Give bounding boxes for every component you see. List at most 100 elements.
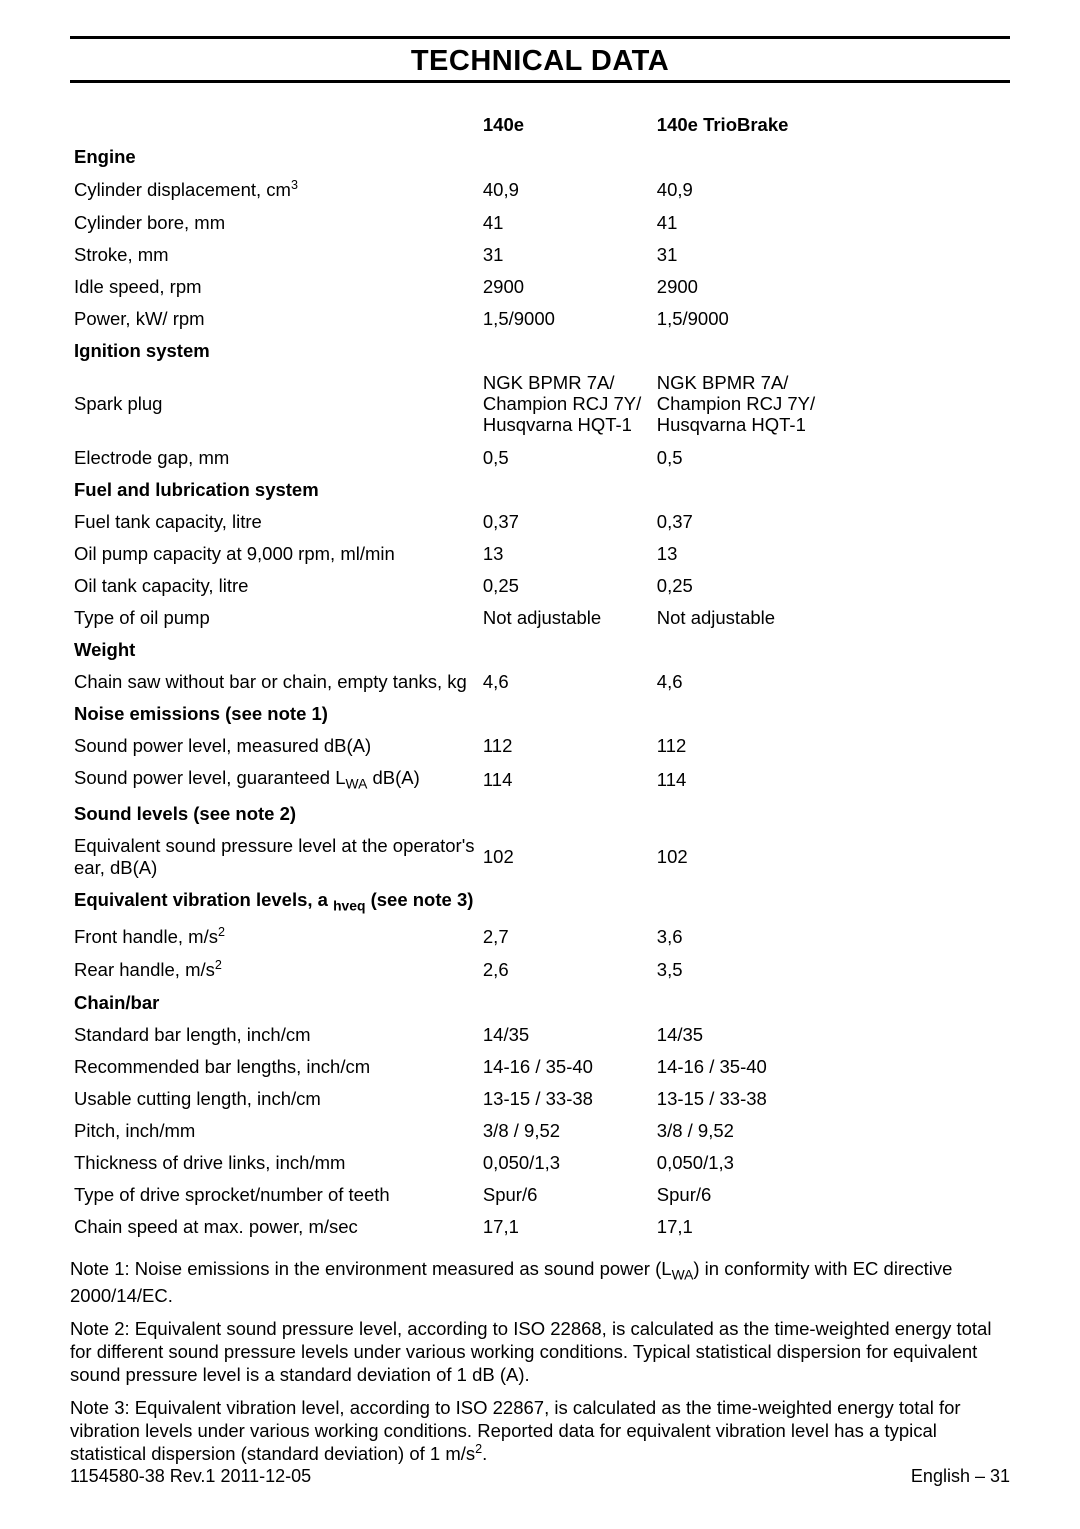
rule-under (70, 80, 1010, 83)
row-v1: 102 (479, 830, 653, 883)
row-label: Cylinder displacement, cm3 (70, 173, 479, 206)
row-v2: Not adjustable (653, 601, 1010, 633)
table-row: Cylinder bore, mm4141 (70, 206, 1010, 238)
section-heading-engine: Engine (70, 141, 479, 173)
row-v1: 2,6 (479, 953, 653, 986)
note-3: Note 3: Equivalent vibration level, acco… (70, 1396, 1010, 1466)
row-v2: 41 (653, 206, 1010, 238)
row-label: Sound power level, measured dB(A) (70, 730, 479, 762)
row-v1: 0,050/1,3 (479, 1146, 653, 1178)
table-row: Cylinder displacement, cm3 40,9 40,9 (70, 173, 1010, 206)
spec-table: 140e 140e TrioBrake Engine Cylinder disp… (70, 109, 1010, 1243)
row-v2: 0,050/1,3 (653, 1146, 1010, 1178)
row-label: Standard bar length, inch/cm (70, 1018, 479, 1050)
row-v2: 0,37 (653, 505, 1010, 537)
table-row: Chain speed at max. power, m/sec17,117,1 (70, 1211, 1010, 1243)
row-v2: 112 (653, 730, 1010, 762)
row-v2: 3/8 / 9,52 (653, 1114, 1010, 1146)
row-label: Idle speed, rpm (70, 270, 479, 302)
row-label: Chain speed at max. power, m/sec (70, 1211, 479, 1243)
row-v1: 3/8 / 9,52 (479, 1114, 653, 1146)
row-label: Rear handle, m/s2 (70, 953, 479, 986)
footer-right: English – 31 (911, 1466, 1010, 1487)
section-heading-vibration: Equivalent vibration levels, a hveq (see… (70, 883, 479, 919)
row-v1: 114 (479, 762, 653, 798)
row-v1: 40,9 (479, 173, 653, 206)
row-label: Spark plug (70, 367, 479, 442)
row-v1: 4,6 (479, 665, 653, 697)
row-label: Front handle, m/s2 (70, 920, 479, 953)
column-header-2: 140e TrioBrake (653, 109, 1010, 141)
row-v2: 14-16 / 35-40 (653, 1050, 1010, 1082)
table-row: Idle speed, rpm29002900 (70, 270, 1010, 302)
table-row: Equivalent vibration levels, a hveq (see… (70, 883, 1010, 919)
row-label: Equivalent sound pressure level at the o… (70, 830, 479, 883)
row-v1: 0,25 (479, 569, 653, 601)
row-v1: 17,1 (479, 1211, 653, 1243)
table-row: Type of drive sprocket/number of teethSp… (70, 1178, 1010, 1210)
table-row: Fuel tank capacity, litre0,370,37 (70, 505, 1010, 537)
table-row: Front handle, m/s2 2,7 3,6 (70, 920, 1010, 953)
row-v1: 112 (479, 730, 653, 762)
table-row: Oil tank capacity, litre0,250,25 (70, 569, 1010, 601)
table-row: Electrode gap, mm0,50,5 (70, 441, 1010, 473)
row-label: Pitch, inch/mm (70, 1114, 479, 1146)
table-row: Sound power level, measured dB(A)112112 (70, 730, 1010, 762)
section-heading-weight: Weight (70, 633, 479, 665)
section-heading-chainbar: Chain/bar (70, 986, 479, 1018)
row-label: Thickness of drive links, inch/mm (70, 1146, 479, 1178)
row-label: Power, kW/ rpm (70, 302, 479, 334)
table-row: 140e 140e TrioBrake (70, 109, 1010, 141)
row-v1: 13-15 / 33-38 (479, 1082, 653, 1114)
row-v2: 0,25 (653, 569, 1010, 601)
row-label: Cylinder bore, mm (70, 206, 479, 238)
row-label: Type of oil pump (70, 601, 479, 633)
table-row: Equivalent sound pressure level at the o… (70, 830, 1010, 883)
table-row: Fuel and lubrication system (70, 473, 1010, 505)
row-v1: 0,37 (479, 505, 653, 537)
row-v2: 3,5 (653, 953, 1010, 986)
row-v2: 17,1 (653, 1211, 1010, 1243)
page-footer: 1154580-38 Rev.1 2011-12-05 English – 31 (70, 1466, 1010, 1487)
row-v2: 31 (653, 238, 1010, 270)
row-v2: 0,5 (653, 441, 1010, 473)
table-row: Engine (70, 141, 1010, 173)
row-label: Oil pump capacity at 9,000 rpm, ml/min (70, 537, 479, 569)
row-v1: Spur/6 (479, 1178, 653, 1210)
row-label: Type of drive sprocket/number of teeth (70, 1178, 479, 1210)
row-v1: NGK BPMR 7A/Champion RCJ 7Y/Husqvarna HQ… (479, 367, 653, 442)
section-heading-fuel: Fuel and lubrication system (70, 473, 479, 505)
row-v1: 14-16 / 35-40 (479, 1050, 653, 1082)
row-v1: 13 (479, 537, 653, 569)
row-v1: 2900 (479, 270, 653, 302)
table-row: Ignition system (70, 334, 1010, 366)
section-heading-ignition: Ignition system (70, 334, 479, 366)
row-v1: 0,5 (479, 441, 653, 473)
row-v2: 114 (653, 762, 1010, 798)
row-v2: 13 (653, 537, 1010, 569)
table-row: Sound levels (see note 2) (70, 798, 1010, 830)
table-row: Type of oil pumpNot adjustableNot adjust… (70, 601, 1010, 633)
row-label: Electrode gap, mm (70, 441, 479, 473)
row-label: Chain saw without bar or chain, empty ta… (70, 665, 479, 697)
row-label: Stroke, mm (70, 238, 479, 270)
page-title: TECHNICAL DATA (70, 45, 1010, 78)
section-heading-noise: Noise emissions (see note 1) (70, 697, 479, 729)
row-label: Fuel tank capacity, litre (70, 505, 479, 537)
row-v2: 40,9 (653, 173, 1010, 206)
rule-top (70, 36, 1010, 39)
row-label: Usable cutting length, inch/cm (70, 1082, 479, 1114)
row-v1: 14/35 (479, 1018, 653, 1050)
table-row: Sound power level, guaranteed LWA dB(A) … (70, 762, 1010, 798)
table-row: Recommended bar lengths, inch/cm14-16 / … (70, 1050, 1010, 1082)
row-v1: Not adjustable (479, 601, 653, 633)
row-v2: 14/35 (653, 1018, 1010, 1050)
row-label: Sound power level, guaranteed LWA dB(A) (70, 762, 479, 798)
footer-left: 1154580-38 Rev.1 2011-12-05 (70, 1466, 311, 1487)
row-v2: 13-15 / 33-38 (653, 1082, 1010, 1114)
row-v1: 2,7 (479, 920, 653, 953)
row-v2: NGK BPMR 7A/Champion RCJ 7Y/Husqvarna HQ… (653, 367, 1010, 442)
table-row: Stroke, mm3131 (70, 238, 1010, 270)
row-v1: 41 (479, 206, 653, 238)
column-header-1: 140e (479, 109, 653, 141)
